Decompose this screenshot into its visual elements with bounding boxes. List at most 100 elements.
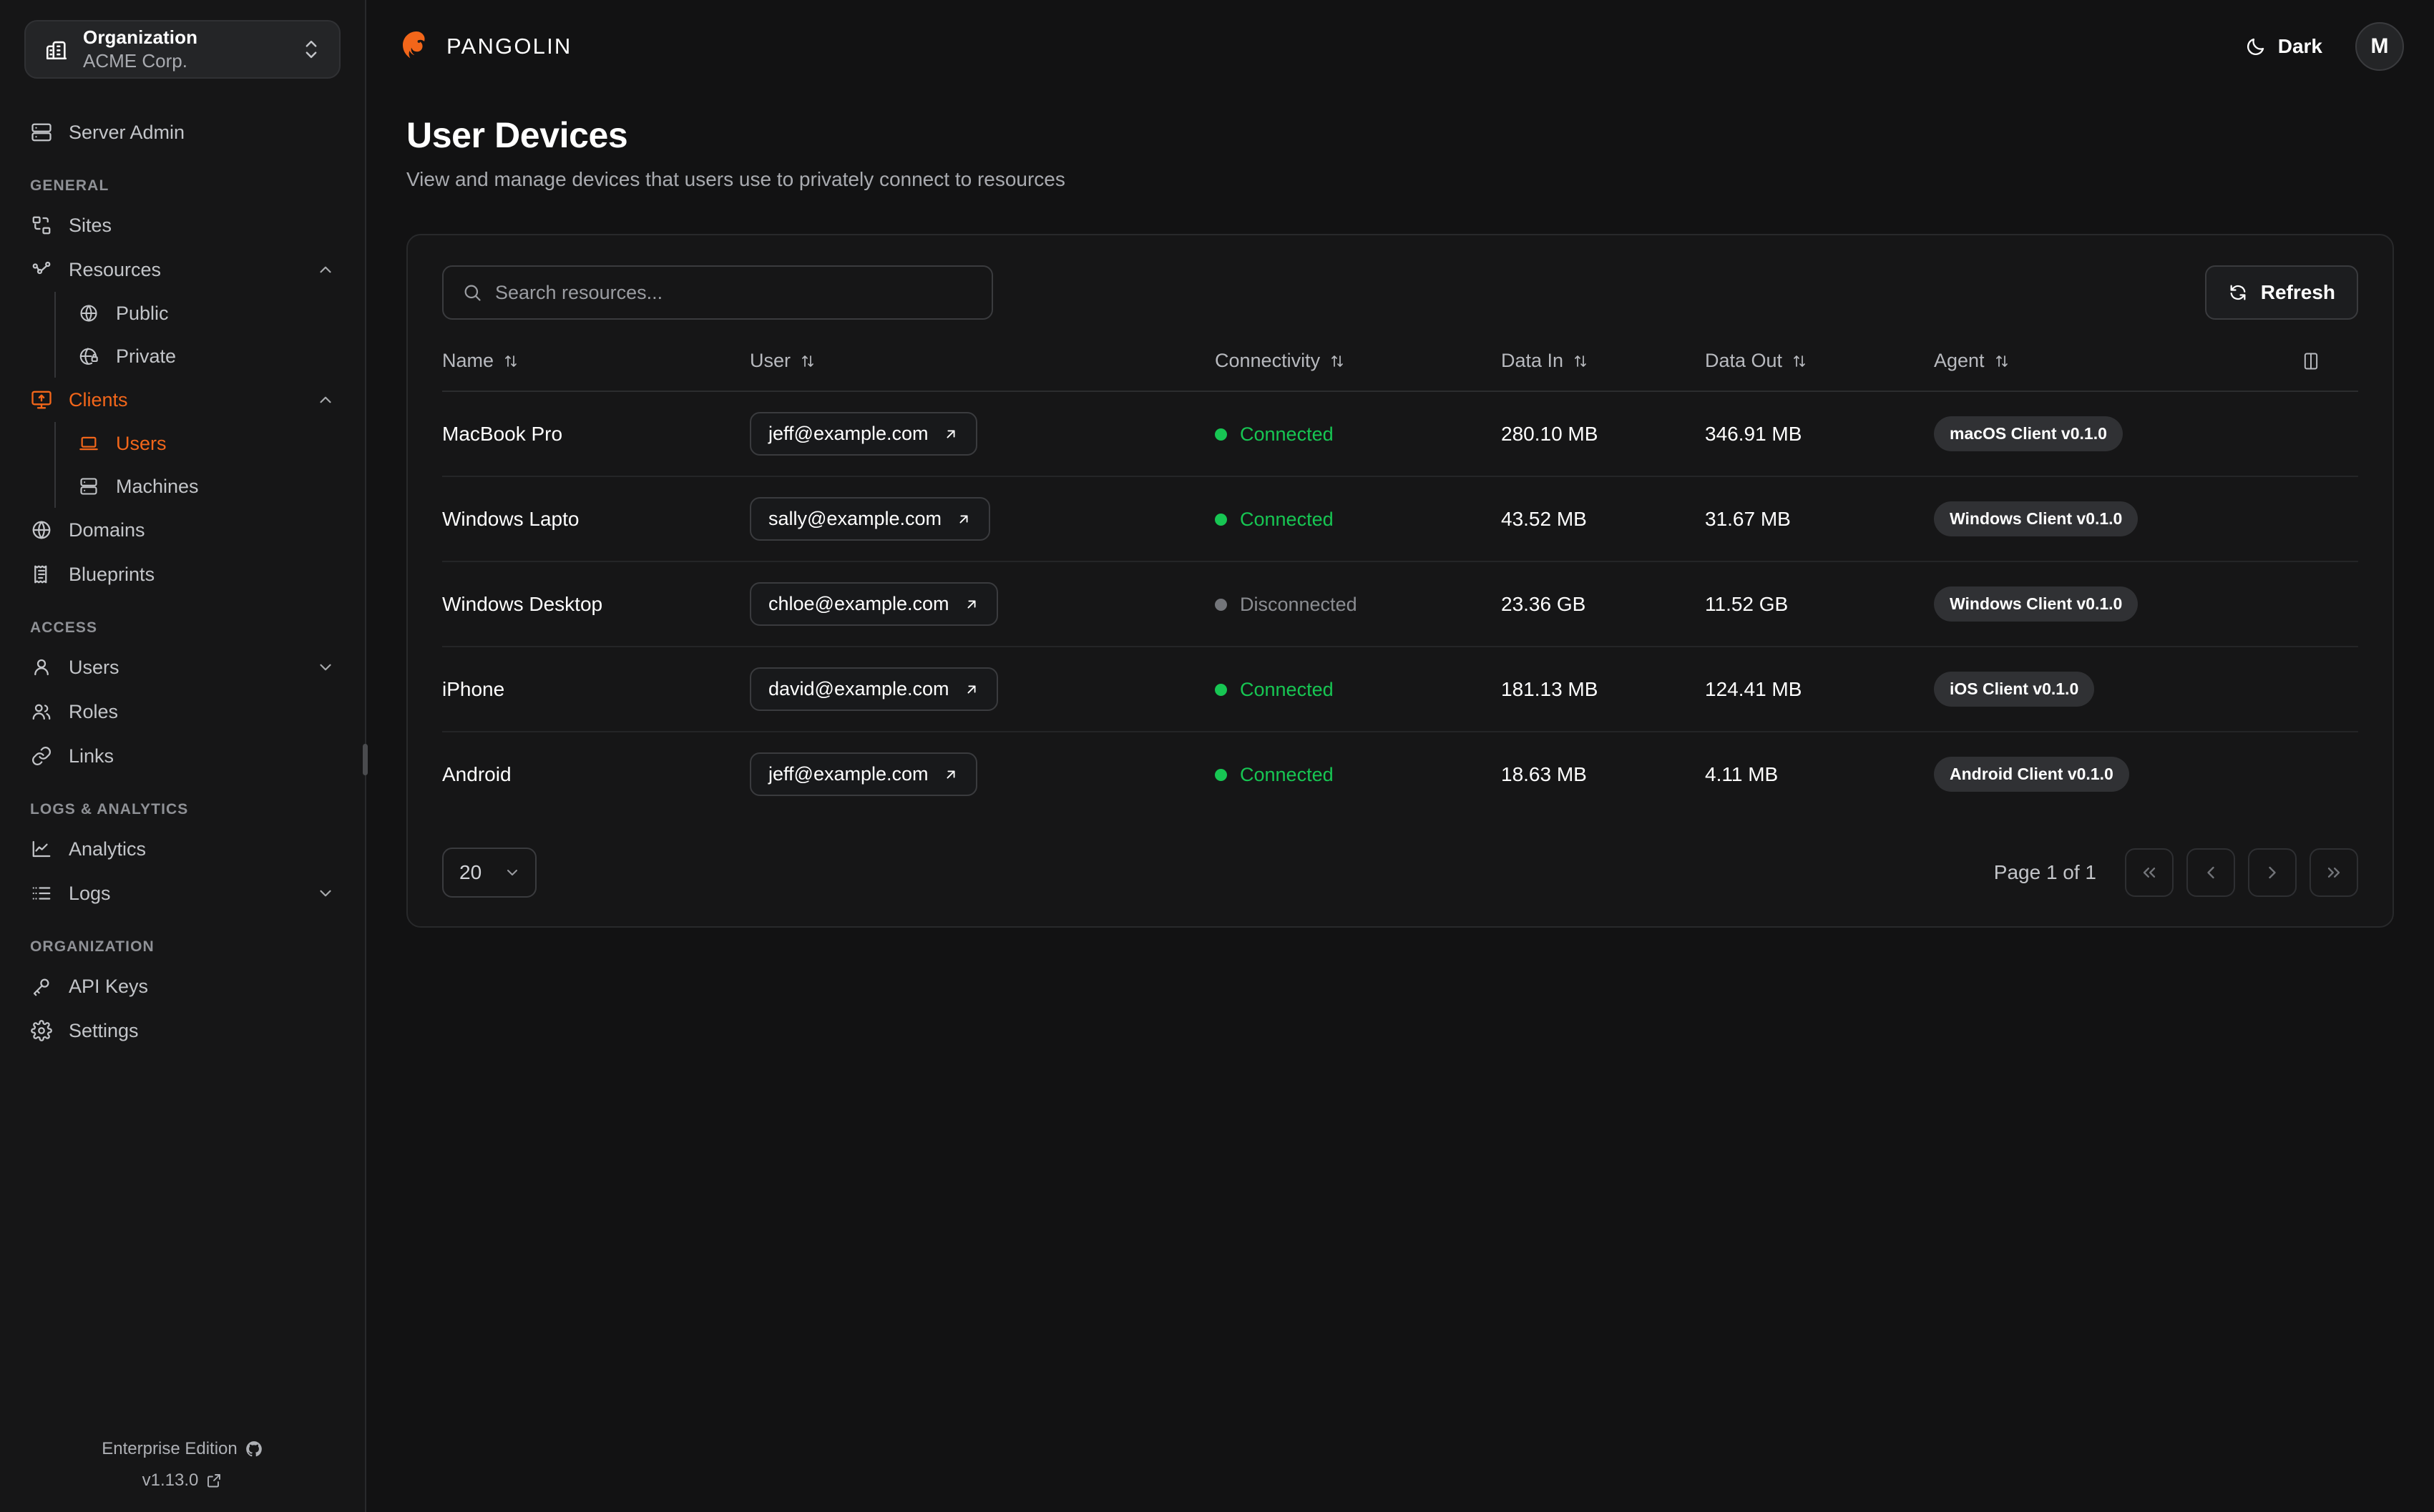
status-badge: Connected: [1215, 764, 1334, 786]
cell-agent: iOS Client v0.1.0: [1934, 647, 2301, 732]
avatar[interactable]: M: [2355, 22, 2404, 71]
column-header-data-in[interactable]: Data In: [1501, 350, 1705, 392]
sidebar-item-label: Public: [116, 302, 169, 324]
sidebar-item-clients[interactable]: Clients: [24, 378, 341, 422]
sidebar-item-label: Resources: [69, 258, 162, 280]
column-header-agent[interactable]: Agent: [1934, 350, 2301, 392]
theme-label: Dark: [2277, 35, 2322, 57]
devices-card: Refresh Name: [406, 234, 2394, 928]
cell-user: chloe@example.com: [750, 561, 1215, 647]
sidebar-item-label: Private: [116, 345, 177, 367]
user-link[interactable]: sally@example.com: [750, 497, 990, 541]
cell-options: [2301, 561, 2358, 647]
refresh-label: Refresh: [2260, 281, 2335, 303]
sidebar: Organization ACME Corp. Server Admin: [0, 0, 368, 1512]
chevron-down-icon[interactable]: [316, 658, 335, 677]
status-badge: Connected: [1215, 423, 1334, 446]
theme-toggle[interactable]: Dark: [2245, 35, 2322, 58]
github-icon[interactable]: [245, 1440, 263, 1458]
agent-badge: macOS Client v0.1.0: [1934, 416, 2123, 451]
sidebar-item-logs[interactable]: Logs: [24, 871, 341, 915]
page-size-select[interactable]: 20: [442, 848, 537, 898]
user-link[interactable]: chloe@example.com: [750, 582, 998, 626]
user-email: jeff@example.com: [768, 763, 929, 785]
chevrons-right-icon: [2324, 863, 2344, 883]
column-header-name[interactable]: Name: [442, 350, 750, 392]
prev-page-button[interactable]: [2186, 848, 2235, 897]
status-dot-icon: [1215, 598, 1227, 611]
org-switcher[interactable]: Organization ACME Corp.: [24, 20, 341, 79]
pangolin-logo: [399, 29, 434, 64]
sidebar-item-public[interactable]: Public: [72, 292, 365, 335]
user-email: sally@example.com: [768, 508, 942, 529]
search-input[interactable]: [495, 281, 973, 304]
column-label: Data Out: [1705, 350, 1783, 371]
sidebar-item-label: Analytics: [69, 838, 147, 860]
external-link-icon[interactable]: [205, 1472, 223, 1489]
refresh-button[interactable]: Refresh: [2204, 265, 2358, 320]
chevron-left-icon: [2201, 863, 2221, 883]
sidebar-item-settings[interactable]: Settings: [24, 1008, 341, 1053]
sort-icon[interactable]: [1791, 353, 1808, 370]
cell-connectivity: Disconnected: [1215, 561, 1501, 647]
cell-data-out: 124.41 MB: [1705, 647, 1934, 732]
brand[interactable]: PANGOLIN: [399, 29, 572, 64]
sidebar-item-sites[interactable]: Sites: [24, 203, 341, 247]
sidebar-item-users-access[interactable]: Users: [24, 645, 341, 689]
cell-options: [2301, 732, 2358, 816]
sidebar-footer: Enterprise Edition v1.13.0: [0, 1439, 365, 1512]
table-row[interactable]: Windows Desktop chloe@example.com: [442, 561, 2358, 647]
link-icon: [30, 745, 53, 767]
sidebar-item-machines[interactable]: Machines: [72, 465, 365, 508]
pagination: 20 Page 1 of 1: [442, 848, 2358, 898]
edition-row[interactable]: Enterprise Edition: [102, 1439, 263, 1459]
sidebar-item-domains[interactable]: Domains: [24, 508, 341, 552]
table-row[interactable]: Android jeff@example.com: [442, 732, 2358, 816]
table-row[interactable]: iPhone david@example.com: [442, 647, 2358, 732]
user-link[interactable]: jeff@example.com: [750, 752, 977, 796]
sidebar-item-resources[interactable]: Resources: [24, 247, 341, 292]
status-badge: Connected: [1215, 509, 1334, 531]
search-box[interactable]: [442, 265, 993, 320]
column-header-data-out[interactable]: Data Out: [1705, 350, 1934, 392]
sidebar-item-links[interactable]: Links: [24, 734, 341, 778]
sort-icon[interactable]: [1993, 353, 2010, 370]
sidebar-item-roles[interactable]: Roles: [24, 689, 341, 734]
user-link[interactable]: david@example.com: [750, 667, 998, 711]
user-link[interactable]: jeff@example.com: [750, 412, 977, 456]
key-icon: [30, 975, 53, 998]
sidebar-item-api-keys[interactable]: API Keys: [24, 964, 341, 1008]
table-row[interactable]: Windows Lapto sally@example.com: [442, 476, 2358, 562]
status-label: Connected: [1240, 423, 1334, 445]
column-toggle-button[interactable]: [2301, 350, 2358, 392]
column-header-connectivity[interactable]: Connectivity: [1215, 350, 1501, 392]
sidebar-item-users-clients[interactable]: Users: [72, 422, 365, 465]
sidebar-item-blueprints[interactable]: Blueprints: [24, 552, 341, 597]
chevron-up-icon[interactable]: [316, 391, 335, 409]
sort-icon[interactable]: [1329, 353, 1346, 370]
sort-icon[interactable]: [1572, 353, 1589, 370]
column-label: Name: [442, 350, 494, 371]
first-page-button[interactable]: [2125, 848, 2174, 897]
next-page-button[interactable]: [2248, 848, 2297, 897]
brand-name: PANGOLIN: [446, 34, 572, 59]
last-page-button[interactable]: [2310, 848, 2358, 897]
sidebar-section-organization: ORGANIZATION: [30, 938, 155, 955]
server-icon: [77, 475, 100, 498]
sidebar-item-analytics[interactable]: Analytics: [24, 827, 341, 871]
sidebar-scrollbar[interactable]: [363, 744, 368, 775]
arrow-up-right-icon: [943, 426, 959, 442]
sort-icon[interactable]: [799, 353, 816, 370]
table-row[interactable]: MacBook Pro jeff@example.com: [442, 391, 2358, 477]
column-header-user[interactable]: User: [750, 350, 1215, 392]
chevron-up-icon[interactable]: [316, 260, 335, 279]
sort-icon[interactable]: [502, 353, 519, 370]
sidebar-item-private[interactable]: Private: [72, 335, 365, 378]
chevron-down-icon[interactable]: [316, 884, 335, 903]
version-row[interactable]: v1.13.0: [142, 1471, 223, 1491]
sidebar-item-server-admin[interactable]: Server Admin: [24, 110, 341, 154]
receipt-icon: [30, 563, 53, 586]
status-badge: Connected: [1215, 679, 1334, 701]
columns-icon[interactable]: [2301, 351, 2358, 371]
